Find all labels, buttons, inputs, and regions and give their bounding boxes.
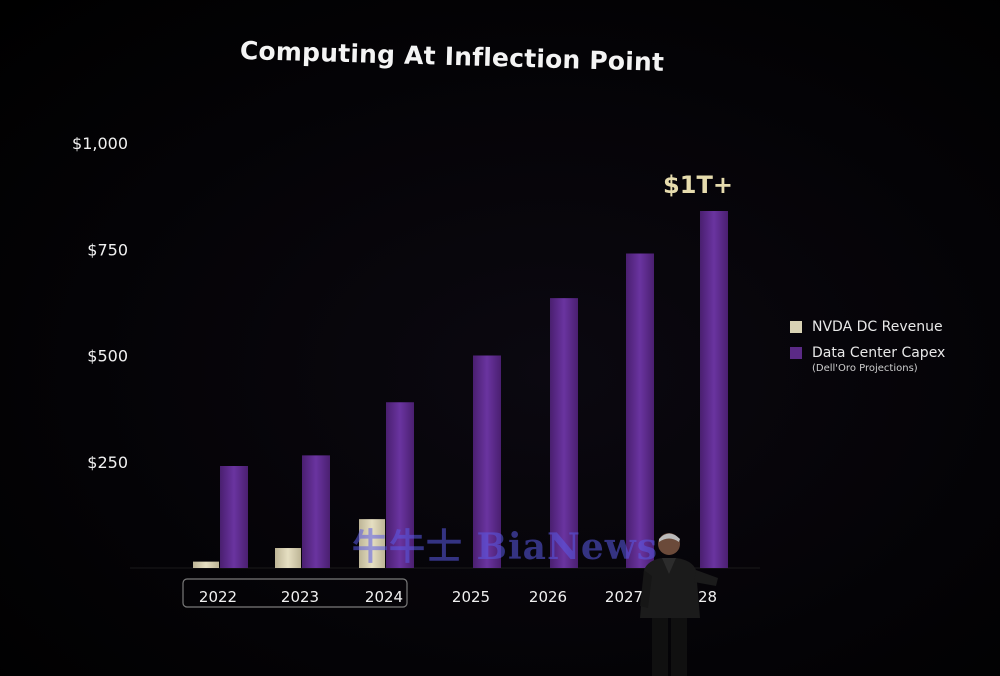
xtick-label-2024: 2024 xyxy=(365,588,403,606)
xtick-label-2027: 2027 xyxy=(605,588,643,606)
xtick-label-2022: 2022 xyxy=(199,588,237,606)
bar-capex-2022 xyxy=(220,466,248,568)
legend-label-capex: Data Center Capex xyxy=(812,345,946,361)
bar-capex-2028 xyxy=(700,211,728,568)
legend-label-revenue: NVDA DC Revenue xyxy=(812,319,943,335)
bar-capex-2023 xyxy=(302,455,330,568)
bar-revenue-2024 xyxy=(359,519,385,568)
highlight-box-2022-2024 xyxy=(182,578,408,608)
legend-swatch-capex xyxy=(790,347,802,359)
xtick-label-2026: 2026 xyxy=(529,588,567,606)
bar-revenue-2022 xyxy=(193,561,219,568)
ytick-label-250: $250 xyxy=(87,453,128,472)
ytick-label-500: $500 xyxy=(87,347,128,366)
legend-swatch-revenue xyxy=(790,321,802,333)
ytick-label-750: $750 xyxy=(87,240,128,259)
legend-item-capex: Data Center Capex (Dell'Oro Projections) xyxy=(790,344,945,376)
legend-item-revenue: NVDA DC Revenue xyxy=(790,318,945,336)
xtick-label-2025: 2025 xyxy=(452,588,490,606)
bar-capex-2025 xyxy=(473,355,501,568)
legend-text-capex: Data Center Capex (Dell'Oro Projections) xyxy=(812,344,945,376)
speaker-figure xyxy=(640,533,718,676)
ytick-label-1000: $1,000 xyxy=(72,134,128,153)
callout-1t: $1T+ xyxy=(663,171,733,199)
bar-capex-2027 xyxy=(626,253,654,568)
xtick-label-2023: 2023 xyxy=(281,588,319,606)
bars xyxy=(193,211,728,568)
watermark: 牛牛士 BiaNews xyxy=(352,526,659,568)
y-axis: $1,000 $750 $500 $250 xyxy=(72,134,128,472)
bar-capex-2026 xyxy=(550,298,578,568)
bar-capex-2024 xyxy=(386,402,414,568)
legend-note-capex: (Dell'Oro Projections) xyxy=(812,363,918,374)
bar-revenue-2023 xyxy=(275,548,301,568)
legend: NVDA DC Revenue Data Center Capex (Dell'… xyxy=(790,318,945,384)
